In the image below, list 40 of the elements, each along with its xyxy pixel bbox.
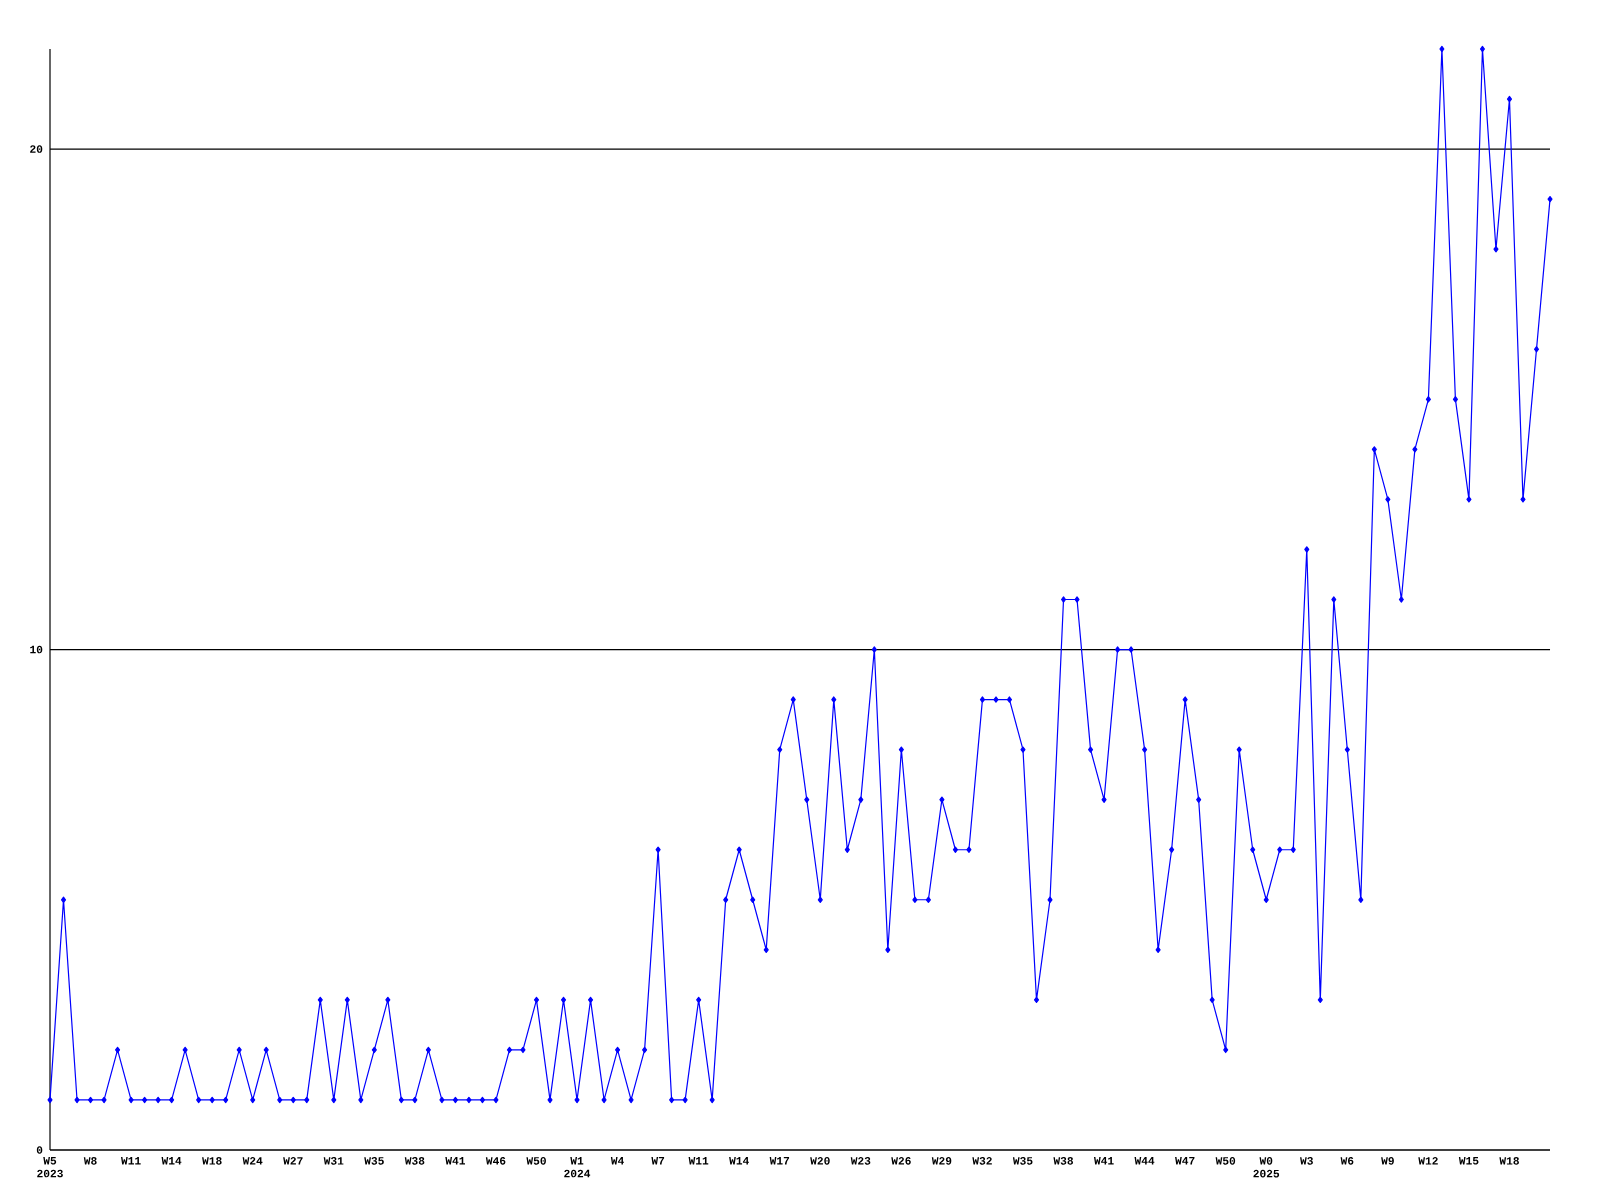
x-tick-label: W15 bbox=[1458, 1157, 1479, 1165]
y-tick-label: 20 bbox=[30, 145, 43, 153]
x-tick-label: W12 bbox=[1418, 1157, 1438, 1165]
x-tick-label: W44 bbox=[1134, 1157, 1155, 1165]
x-tick-label: W7 bbox=[651, 1157, 665, 1165]
x-tick-label: W6 bbox=[1340, 1157, 1354, 1165]
x-tick-label: W47 bbox=[1175, 1157, 1195, 1165]
x-tick-label: W24 bbox=[242, 1157, 263, 1165]
x-tick-label: W35 bbox=[364, 1157, 384, 1165]
x-tick-label: W14 bbox=[729, 1157, 749, 1165]
x-tick-label: W1 2024 bbox=[564, 1157, 591, 1178]
x-tick-label: W0 2025 bbox=[1253, 1157, 1280, 1178]
x-tick-label: W41 bbox=[445, 1157, 466, 1165]
x-tick-label: W4 bbox=[610, 1157, 624, 1165]
x-tick-label: W17 bbox=[769, 1157, 790, 1165]
x-tick-label: W50 bbox=[1215, 1157, 1236, 1165]
x-tick-label: W11 bbox=[688, 1157, 709, 1165]
x-tick-label: W38 bbox=[1053, 1157, 1073, 1165]
x-tick-label: W31 bbox=[323, 1157, 344, 1165]
x-tick-label: W50 bbox=[526, 1157, 546, 1165]
x-tick-label: W14 bbox=[161, 1157, 182, 1165]
y-tick-label: 10 bbox=[30, 645, 43, 654]
x-tick-label: W20 bbox=[810, 1157, 830, 1165]
x-tick-label: W18 bbox=[202, 1157, 222, 1165]
x-tick-label: W3 bbox=[1300, 1157, 1313, 1165]
x-tick-label: W27 bbox=[283, 1157, 303, 1165]
x-tick-label: W41 bbox=[1093, 1157, 1114, 1165]
x-tick-label: W35 bbox=[1012, 1157, 1033, 1165]
x-tick-label: W32 bbox=[972, 1157, 992, 1165]
x-tick-label: W29 bbox=[931, 1157, 952, 1165]
x-tick-label: W11 bbox=[121, 1157, 141, 1165]
x-tick-label: W38 bbox=[404, 1157, 425, 1165]
x-tick-label: W26 bbox=[891, 1157, 911, 1165]
x-tick-label: W23 bbox=[850, 1157, 871, 1165]
x-tick-label: W18 bbox=[1499, 1157, 1519, 1165]
y-tick-label: 0 bbox=[36, 1146, 43, 1154]
x-tick-label: W5 2023 bbox=[37, 1157, 63, 1178]
x-tick-label: W8 bbox=[83, 1157, 97, 1165]
x-tick-label: W46 bbox=[485, 1157, 506, 1165]
x-tick-label: W9 bbox=[1381, 1157, 1394, 1165]
